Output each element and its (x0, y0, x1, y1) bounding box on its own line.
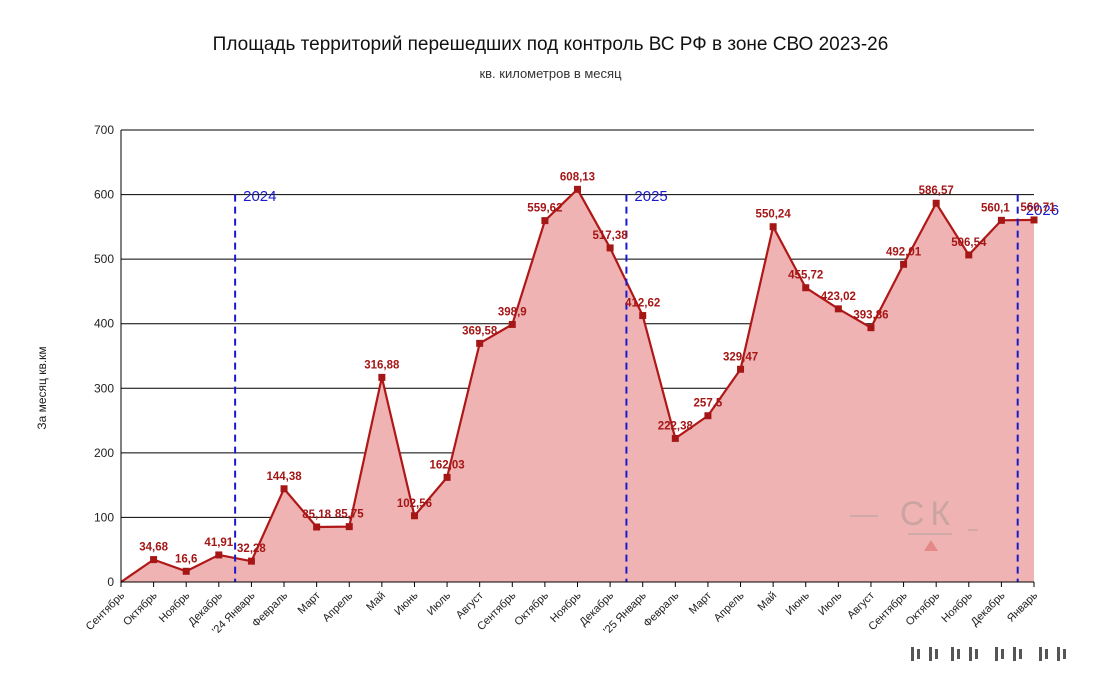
year-label: 2024 (243, 188, 276, 205)
image-viewer-toolbar (905, 643, 1085, 665)
data-label: 329,47 (723, 351, 758, 363)
x-tick-label: Июль (816, 589, 845, 618)
year-marker-layer: 2024 2025 2026 (234, 188, 1059, 582)
data-label: 85,75 (335, 509, 364, 521)
data-label: 369,58 (462, 325, 498, 337)
data-label: 560,1 (981, 202, 1010, 214)
data-point (508, 320, 516, 328)
y-axis-label: За месяц кв.км (35, 346, 49, 429)
data-point (476, 339, 484, 347)
data-point (1030, 216, 1038, 224)
data-point (541, 217, 549, 225)
data-point (737, 365, 745, 373)
x-tick-label: Октябрь (121, 589, 160, 628)
data-point (574, 185, 581, 193)
data-label: 517,38 (593, 230, 629, 242)
data-point (769, 223, 777, 231)
x-tick-label: Октябрь (512, 589, 551, 628)
data-point (247, 557, 255, 565)
data-label: 398,9 (498, 306, 527, 318)
y-tick-label: 100 (94, 510, 114, 524)
data-point (997, 216, 1005, 224)
data-label: 222,38 (658, 420, 694, 432)
data-point (345, 523, 353, 531)
data-point (802, 284, 810, 292)
x-tick-label: Январь (1005, 589, 1040, 624)
data-point (280, 485, 288, 493)
x-tick-label: Март (687, 590, 714, 617)
chart-title: Площадь территорий перешедших под контро… (212, 34, 889, 55)
y-tick-label: 500 (94, 252, 114, 266)
y-tick-label: 300 (94, 381, 114, 395)
x-tick-label: Октябрь (904, 589, 943, 628)
year-label: 2026 (1026, 202, 1059, 219)
data-label: 412,62 (625, 298, 660, 310)
data-point (410, 512, 418, 520)
watermark-logo: СК (850, 495, 978, 551)
data-point (867, 324, 875, 332)
x-tick-label: Декабрь (969, 589, 1008, 628)
data-label: 608,13 (560, 171, 595, 183)
data-label: 559,62 (527, 203, 562, 215)
data-label: 423,02 (821, 291, 856, 303)
data-point (182, 567, 190, 575)
x-tick-label: Март (296, 590, 323, 617)
data-label: 162,03 (429, 459, 464, 471)
data-label: 560,71 (1020, 202, 1056, 214)
data-point (313, 523, 321, 531)
x-tick-label: Апрель (712, 589, 747, 624)
x-tick-label: Май (756, 590, 780, 614)
mark-layer (150, 185, 1038, 575)
y-tick-label: 200 (94, 446, 114, 460)
data-label: 455,72 (788, 270, 823, 282)
data-label: 144,38 (266, 471, 302, 483)
data-point (443, 473, 451, 481)
data-label: 393,86 (853, 310, 888, 322)
x-tick-label: Июль (425, 589, 454, 618)
data-point (639, 312, 647, 320)
x-tick-label: Июнь (784, 589, 812, 617)
y-tick-label: 700 (94, 123, 114, 137)
data-point (215, 551, 223, 559)
x-tick-label: Февраль (641, 589, 681, 629)
data-label: 32,28 (237, 543, 266, 555)
x-tick-label: Август (845, 590, 877, 622)
area-fill (121, 189, 1034, 582)
x-tick-label: Сентябрь (84, 589, 128, 633)
x-tick-label: Август (454, 590, 486, 622)
data-point (932, 199, 940, 207)
y-tick-label: 400 (94, 317, 114, 331)
data-label: 586,57 (919, 185, 954, 197)
data-point (150, 556, 158, 564)
data-label: 257,5 (694, 398, 723, 410)
x-tick-label: Июнь (392, 589, 420, 617)
y-tick-label: 0 (107, 575, 114, 589)
watermark-text: СК (900, 495, 956, 533)
data-point (965, 251, 973, 259)
data-label: 316,88 (364, 359, 400, 371)
data-label: 16,6 (175, 553, 197, 565)
y-tick-label: 600 (94, 188, 114, 202)
data-point (900, 260, 908, 268)
x-tick-label: Апрель (320, 589, 355, 624)
data-point (378, 373, 386, 381)
data-label: 492,01 (886, 246, 922, 258)
year-label: 2025 (634, 188, 667, 205)
data-point (834, 305, 842, 313)
data-label: 550,24 (756, 209, 792, 221)
data-point (606, 244, 614, 252)
data-point (704, 412, 712, 420)
data-label: 102,56 (397, 498, 432, 510)
data-label: 34,68 (139, 542, 168, 554)
data-label: 85,18 (302, 509, 331, 521)
x-tick-label: Май (364, 590, 388, 614)
x-tick-label: Февраль (250, 589, 290, 629)
data-label-layer: 34,68 16,6 41,91 32,28 144,38 85,18 85,75 316,8… (139, 171, 1056, 565)
chart-subtitle: кв. километров в месяц (479, 66, 622, 81)
data-label: 506,54 (951, 237, 987, 249)
data-point (671, 434, 679, 442)
data-label: 41,91 (204, 537, 233, 549)
